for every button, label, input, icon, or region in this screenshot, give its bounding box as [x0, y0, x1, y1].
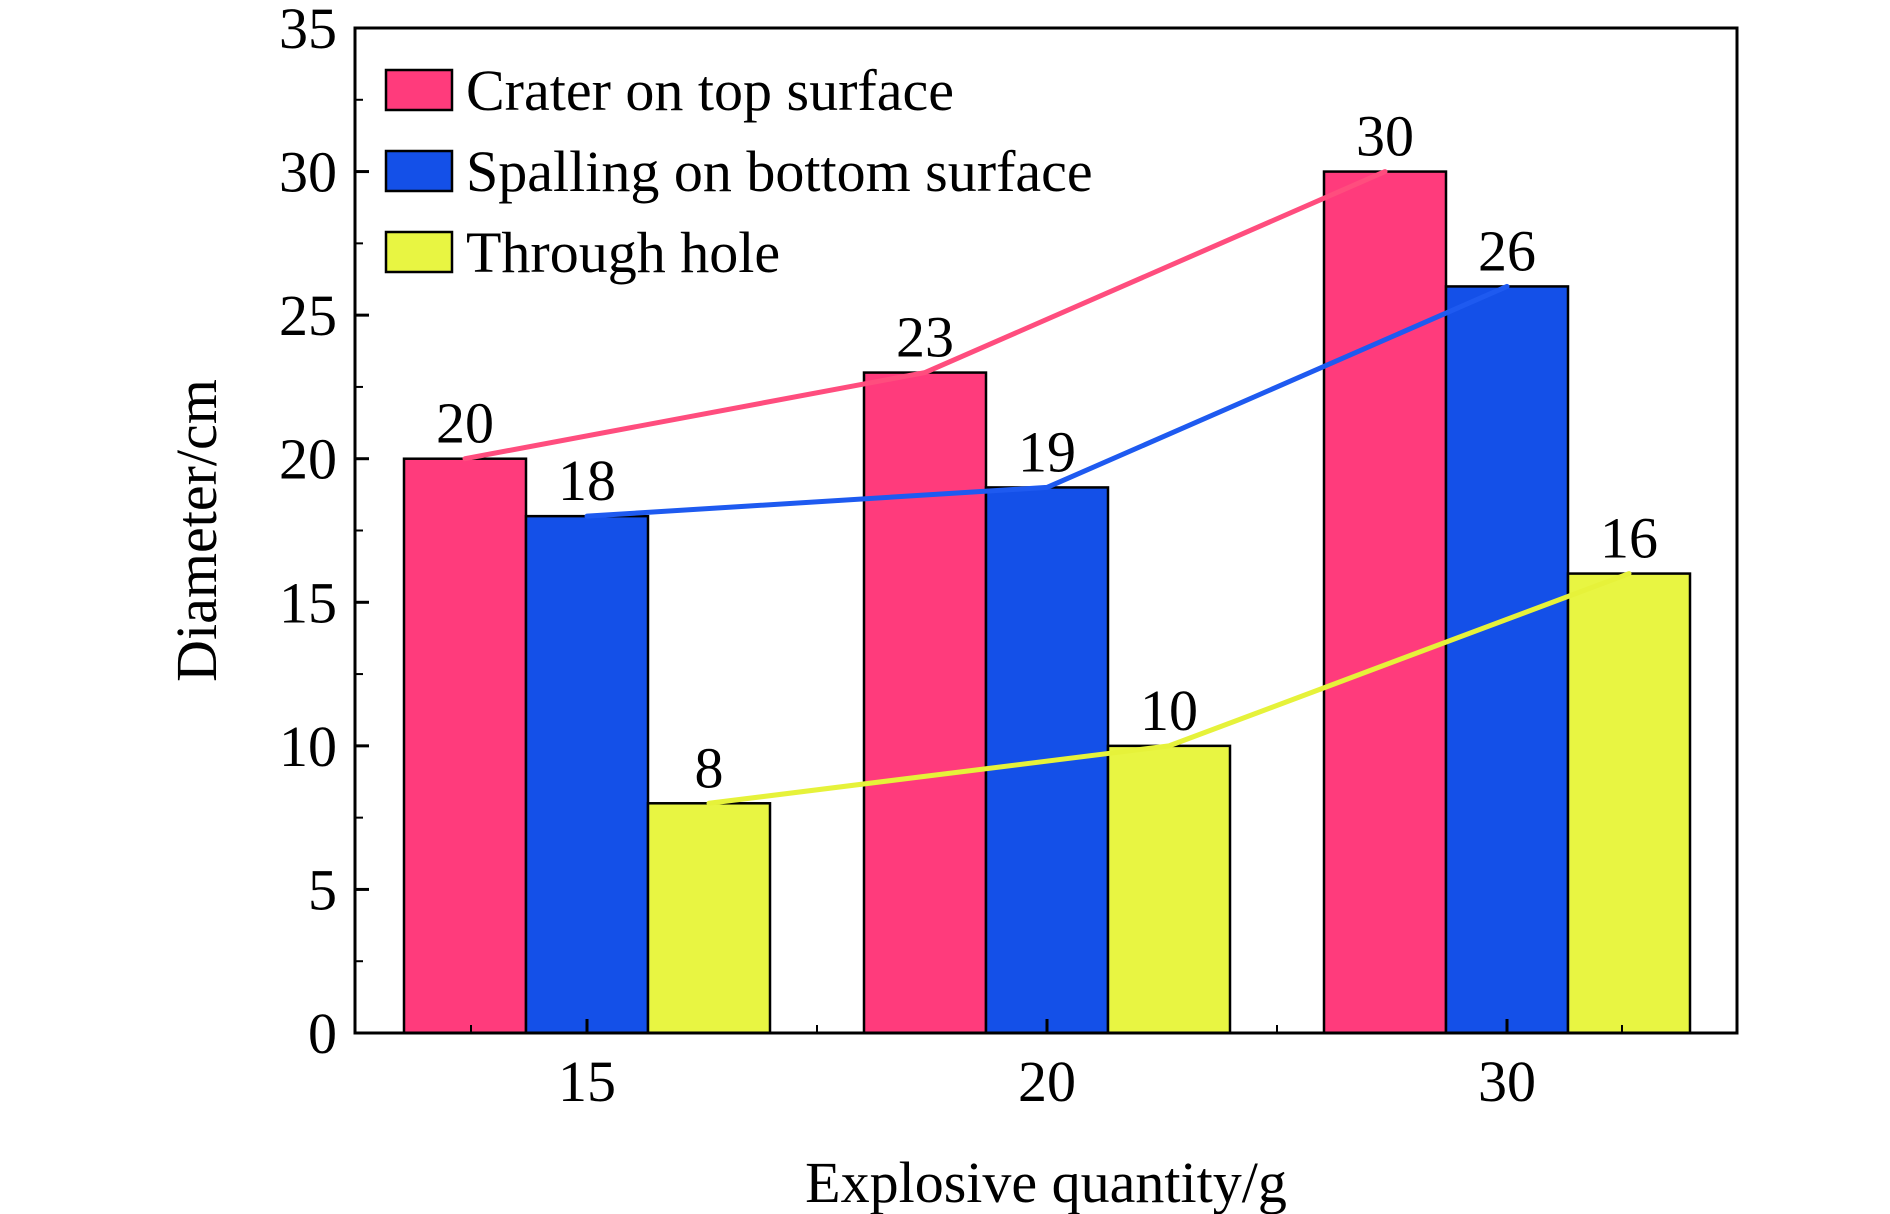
- y-tick-label-5: 25: [279, 283, 337, 348]
- legend: Crater on top surface Spalling on bottom …: [384, 58, 1093, 285]
- y-tick-label-1: 5: [308, 857, 337, 922]
- legend-swatch-0: [384, 68, 454, 112]
- bar-0-0: [402, 457, 528, 1035]
- legend-swatch-2: [384, 230, 454, 274]
- bar-2-2: [1566, 572, 1692, 1035]
- y-tick-label-7: 35: [279, 0, 337, 61]
- bar-1-0: [524, 514, 650, 1035]
- x-axis-title: Explosive quantity/g: [805, 1150, 1287, 1214]
- y-tick-label-4: 20: [279, 427, 337, 492]
- value-label-0-0: 20: [436, 391, 494, 456]
- value-labels-group: 20 23 30 18 19 26 8 10 16: [436, 104, 1658, 801]
- bar-1-2: [1444, 285, 1570, 1035]
- bar-2-0: [646, 802, 772, 1035]
- bar-2-1: [1106, 744, 1232, 1035]
- value-label-2-1: 10: [1140, 678, 1198, 743]
- bars-group: [402, 170, 1692, 1035]
- legend-label-2: Through hole: [466, 220, 780, 285]
- y-axis-title: Diameter/cm: [164, 379, 229, 682]
- y-axis: 0 5 10 15 20 25 30 35: [279, 0, 369, 1066]
- value-label-2-2: 16: [1600, 506, 1658, 571]
- trend-line-0: [462, 169, 1388, 462]
- legend-swatch-1: [384, 149, 454, 193]
- value-label-1-1: 19: [1018, 419, 1076, 484]
- value-label-0-2: 30: [1356, 104, 1414, 169]
- y-tick-label-0: 0: [308, 1001, 337, 1066]
- value-label-1-0: 18: [558, 448, 616, 513]
- x-tick-label-0: 15: [558, 1049, 616, 1114]
- legend-label-1: Spalling on bottom surface: [466, 139, 1093, 204]
- value-label-1-2: 26: [1478, 218, 1536, 283]
- y-tick-label-2: 10: [279, 714, 337, 779]
- x-axis: 15 20 30: [470, 1019, 1623, 1114]
- trend-line-1: [584, 283, 1510, 519]
- bar-0-2: [1322, 170, 1448, 1035]
- trend-line-2: [706, 571, 1632, 806]
- value-label-0-1: 23: [896, 305, 954, 370]
- x-tick-label-2: 30: [1478, 1049, 1536, 1114]
- x-tick-label-1: 20: [1018, 1049, 1076, 1114]
- trend-lines-group: [462, 169, 1632, 806]
- bar-0-1: [862, 371, 988, 1035]
- y-tick-label-6: 30: [279, 140, 337, 205]
- legend-label-0: Crater on top surface: [466, 58, 954, 123]
- value-label-2-0: 8: [695, 735, 724, 800]
- y-tick-label-3: 15: [279, 570, 337, 635]
